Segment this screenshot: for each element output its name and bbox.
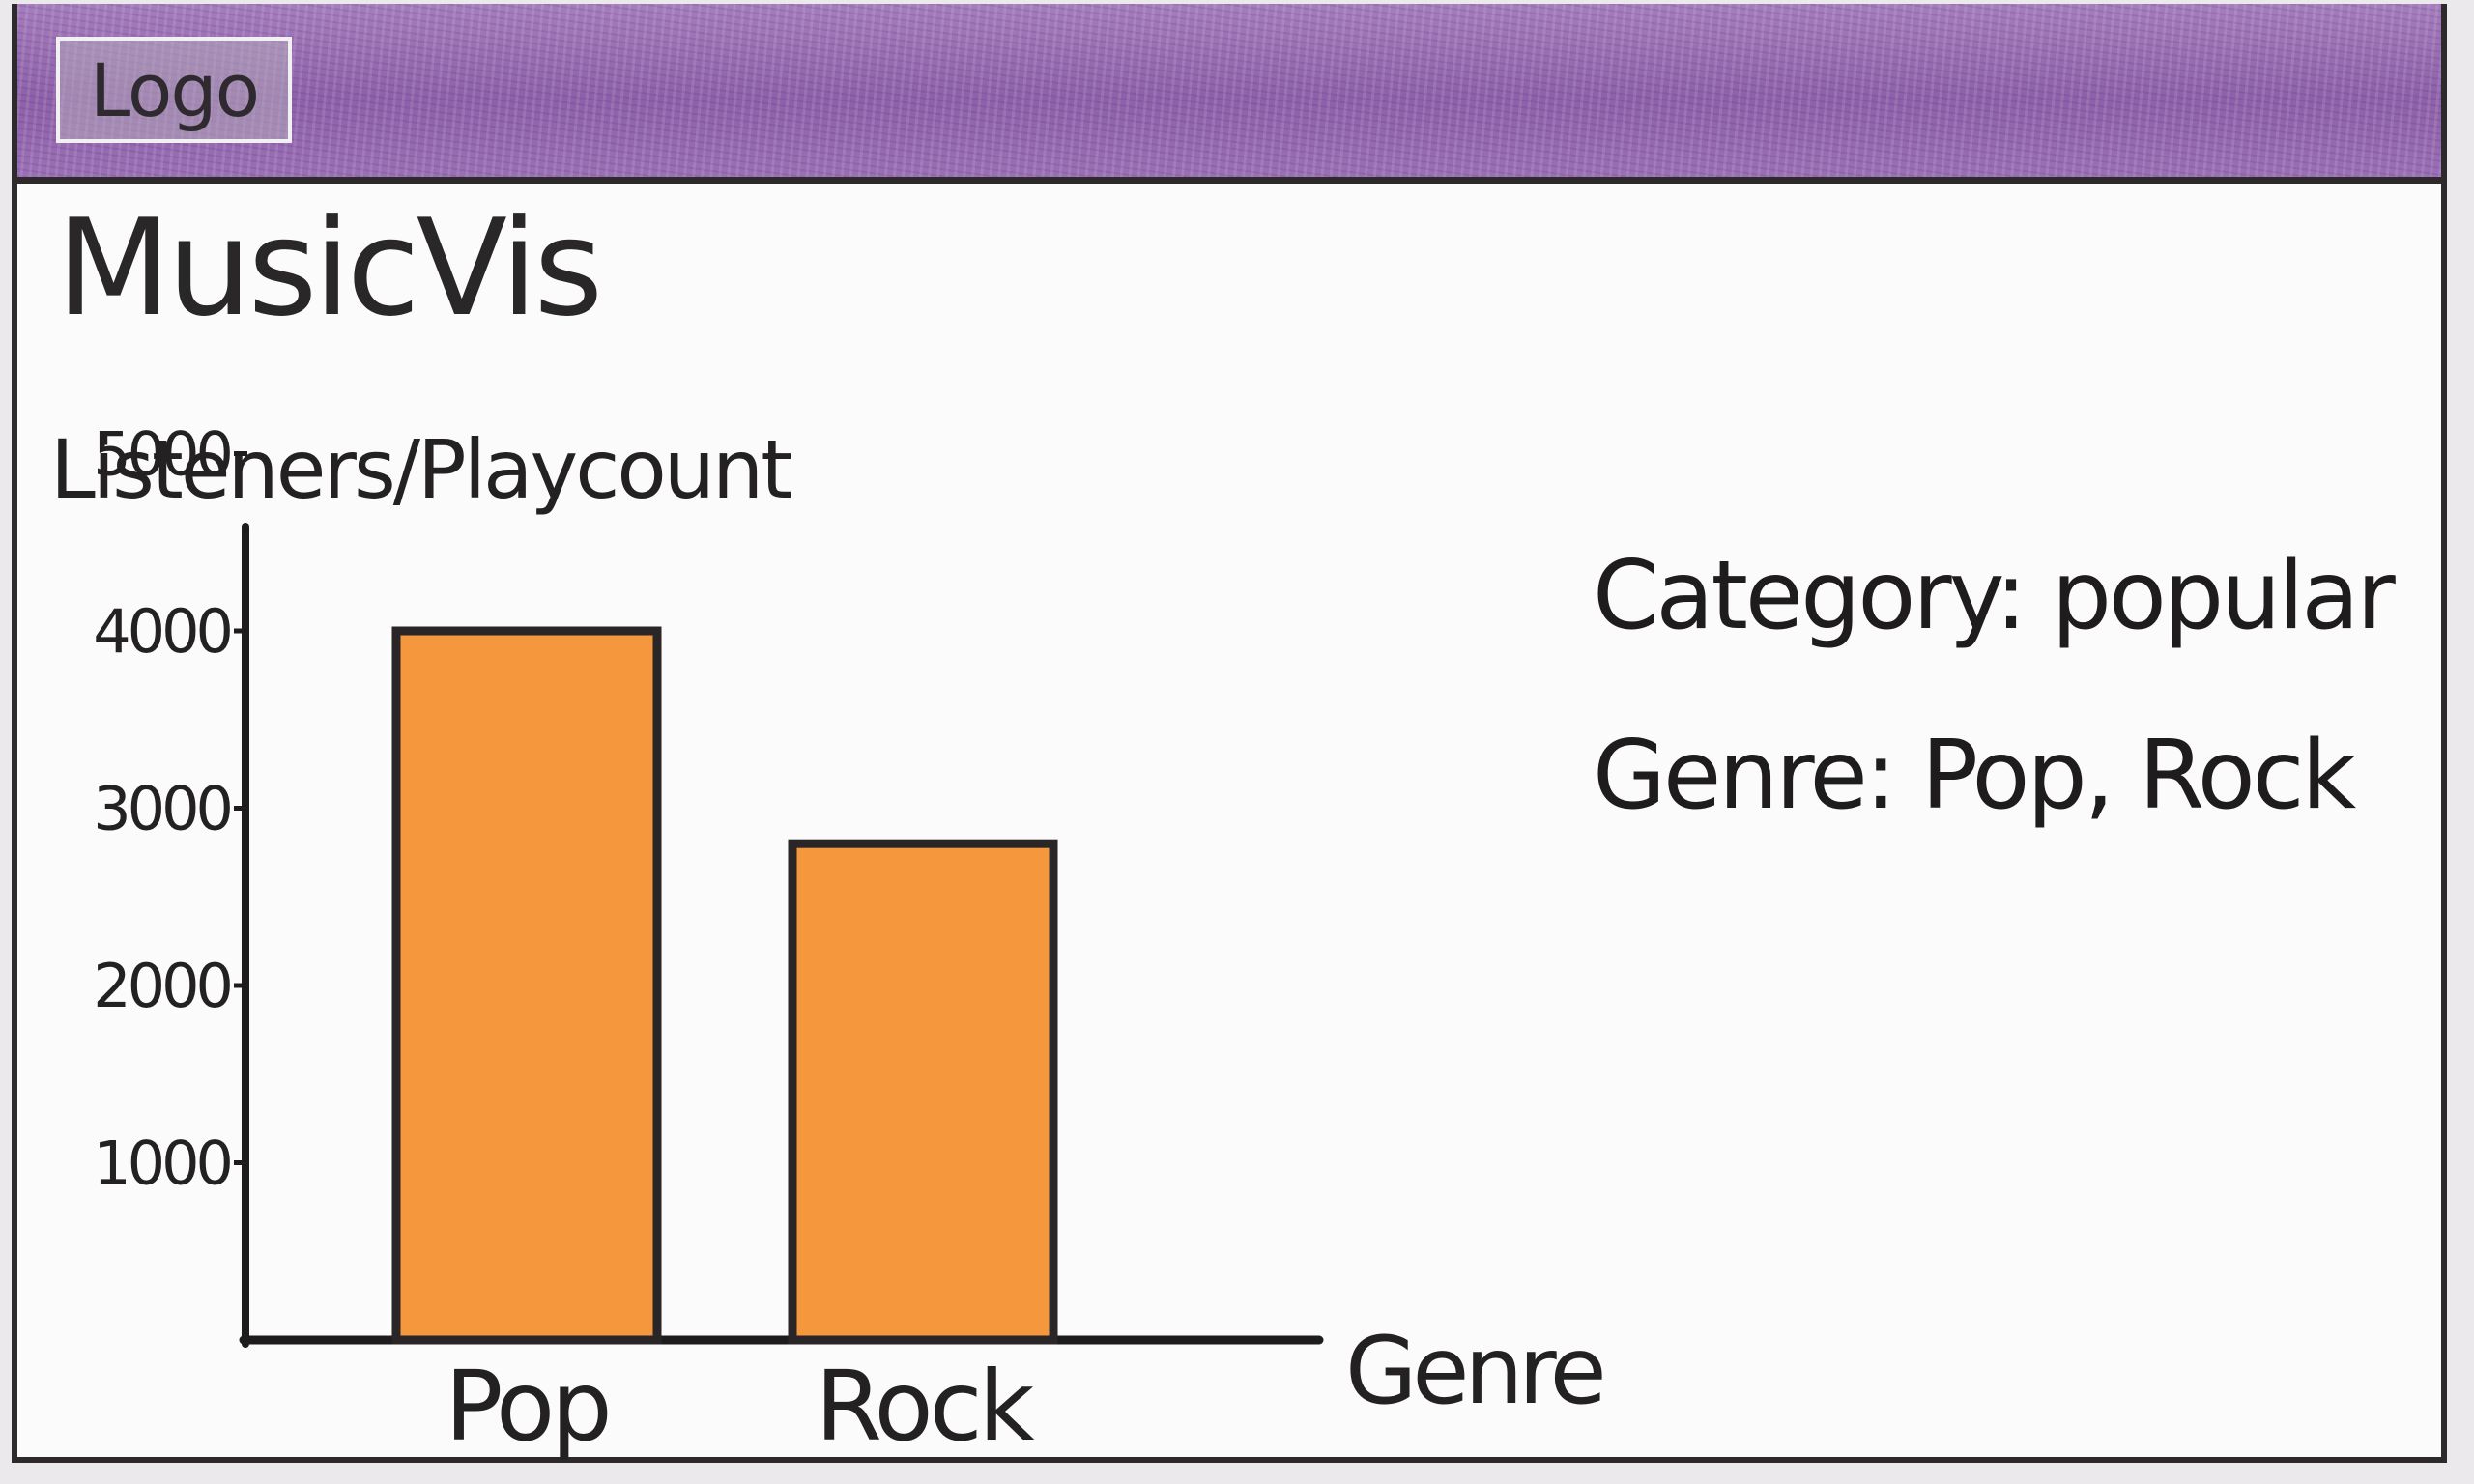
header-bar: Logo (17, 4, 2441, 184)
y-tick-label: 3000 (93, 774, 230, 844)
genre-value[interactable]: Pop, Rock (1920, 721, 2356, 831)
bar-rock (788, 839, 1058, 1345)
y-tick-label: 1000 (93, 1128, 230, 1199)
x-tick-label: Pop (445, 1350, 608, 1463)
category-separator: : (1995, 541, 2052, 651)
y-tick-label: 2000 (93, 951, 230, 1021)
bar-pop (391, 626, 662, 1345)
x-tick-label: Rock (815, 1350, 1034, 1463)
category-row: Category: popular (1593, 506, 2396, 686)
genre-label: Genre (1593, 721, 1868, 831)
x-axis-label: Genre (1345, 1317, 1602, 1425)
y-axis-label: Listeners/Playcount (50, 422, 791, 517)
logo[interactable]: Logo (56, 37, 292, 143)
y-tick-label: 4000 (93, 596, 230, 667)
y-tick-label: 5000 (93, 419, 230, 490)
filter-info: Category: popular Genre: Pop, Rock (1593, 506, 2396, 866)
category-value[interactable]: popular (2051, 541, 2396, 651)
genre-row: Genre: Pop, Rock (1593, 686, 2393, 866)
page-title: MusicVis (56, 190, 603, 346)
genre-separator: : (1864, 721, 1921, 831)
category-label: Category (1593, 541, 1999, 651)
